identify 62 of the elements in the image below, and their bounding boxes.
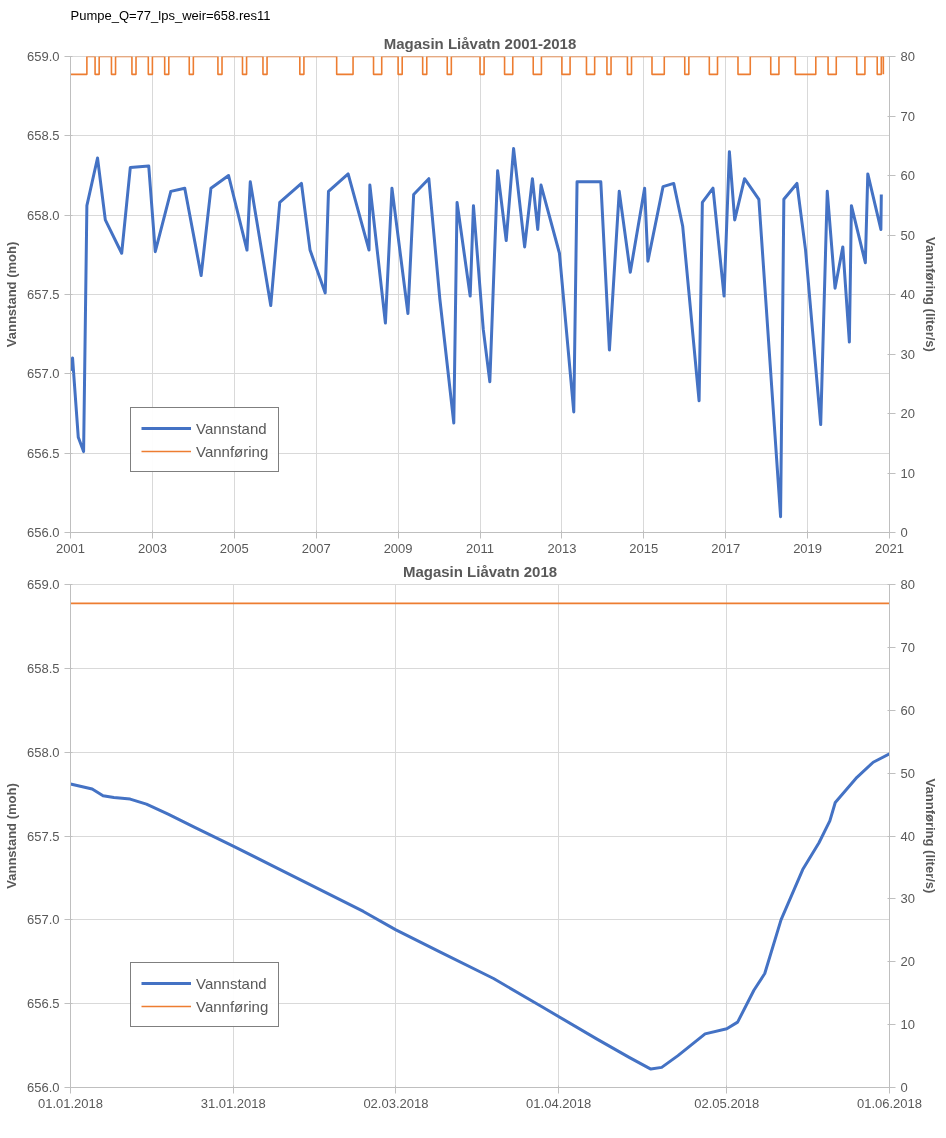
y2-tick-label: 70 xyxy=(900,639,915,655)
y2-tick-label: 40 xyxy=(900,287,915,302)
y-tick-label: 656.0 xyxy=(26,525,60,540)
y-tick-label: 656.5 xyxy=(26,996,60,1012)
x-tick-label: 2011 xyxy=(466,540,494,556)
x-tick-label: 2003 xyxy=(137,540,167,556)
y-tick-label: 659.0 xyxy=(26,577,60,592)
y2-tick-label: 20 xyxy=(900,954,915,970)
x-tick-label: 2001 xyxy=(56,540,85,556)
x-tick-label: 2019 xyxy=(793,540,823,556)
text: Pumpe_Q=77_lps_weir=658.res11 xyxy=(70,7,271,23)
y-axis-title: Vannstand (moh) xyxy=(3,241,19,348)
x-tick-label: 02.03.2018 xyxy=(363,1095,429,1111)
y-axis-title: Vannstand (moh) xyxy=(3,783,19,889)
x-tick-label: 2017 xyxy=(711,540,741,556)
x-tick-label: 2013 xyxy=(547,540,577,556)
x-tick-label: 01.01.2018 xyxy=(37,1095,104,1111)
y2-tick-label: 10 xyxy=(900,465,915,481)
legend-label: Vannføring xyxy=(196,997,269,1015)
y2-tick-label: 0 xyxy=(900,1080,908,1095)
line-series xyxy=(70,752,890,1071)
x-tick-label: 31.01.2018 xyxy=(200,1095,266,1111)
y-tick-label: 656.5 xyxy=(26,445,60,461)
y2-tick-label: 60 xyxy=(900,168,915,183)
y2-tick-label: 50 xyxy=(900,227,915,243)
y2-tick-label: 0 xyxy=(900,525,908,540)
y-tick-label: 657.0 xyxy=(26,366,60,382)
y-tick-label: 659.0 xyxy=(26,49,60,64)
y2-tick-label: 80 xyxy=(900,49,915,64)
y2-tick-label: 80 xyxy=(900,577,915,592)
y-tick-label: 657.5 xyxy=(26,828,60,844)
y-tick-label: 658.0 xyxy=(26,744,60,760)
x-tick-label: 2009 xyxy=(383,540,413,556)
x-tick-label: 01.06.2018 xyxy=(856,1095,923,1111)
legend-label: Vannføring xyxy=(196,442,269,460)
x-tick-label: 2021 xyxy=(875,540,904,556)
y-tick-label: 656.0 xyxy=(26,1080,60,1095)
chart-title: Magasin Liåvatn 2018 xyxy=(402,562,558,580)
chart-title: Magasin Liåvatn 2001-2018 xyxy=(383,34,577,52)
x-tick-label: 2007 xyxy=(301,540,331,556)
x-tick-label: 2005 xyxy=(219,540,249,556)
y-tick-label: 658.5 xyxy=(26,128,60,144)
y-tick-label: 657.5 xyxy=(26,287,60,302)
y2-tick-label: 60 xyxy=(900,702,915,718)
y2-tick-label: 40 xyxy=(900,828,915,844)
x-tick-label: 01.04.2018 xyxy=(526,1095,592,1111)
x-tick-label: 02.05.2018 xyxy=(694,1095,760,1111)
y-tick-label: 658.5 xyxy=(26,660,60,676)
y2-tick-label: 70 xyxy=(900,108,915,124)
y2-axis-title: Vannføring (liter/s) xyxy=(922,778,938,894)
y2-tick-label: 30 xyxy=(900,891,915,907)
legend-label: Vannstand xyxy=(196,974,267,992)
x-tick-label: 2015 xyxy=(629,540,659,556)
y-tick-label: 658.0 xyxy=(26,207,60,223)
line-series xyxy=(70,147,883,519)
y-tick-label: 657.0 xyxy=(26,912,60,928)
y2-tick-label: 10 xyxy=(900,1017,915,1033)
legend-label: Vannstand xyxy=(196,419,267,437)
y2-tick-label: 50 xyxy=(900,765,915,781)
y2-axis-title: Vannføring (liter/s) xyxy=(922,237,938,352)
y2-tick-label: 20 xyxy=(900,406,915,421)
y2-tick-label: 30 xyxy=(900,346,915,362)
